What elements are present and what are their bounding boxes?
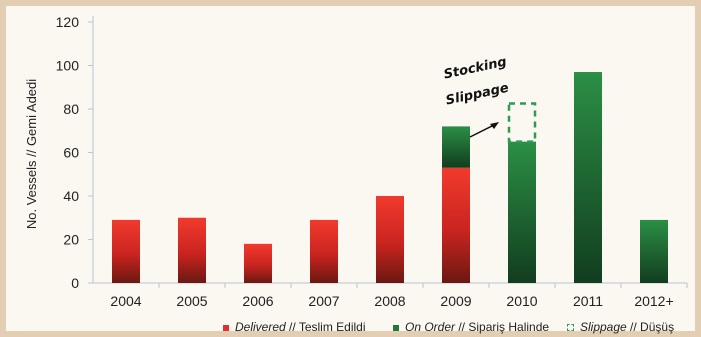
legend-swatch-delivered <box>223 325 229 331</box>
legend-item-delivered: Delivered // Teslim Edildi <box>223 320 366 334</box>
bar-delivered <box>442 168 470 283</box>
annotation: Stocking Slippage <box>442 55 510 137</box>
bar-delivered <box>112 220 140 283</box>
legend-item-on-order: On Order // Sipariş Halinde <box>393 320 549 334</box>
legend-swatch-slippage <box>567 324 574 331</box>
y-tick-label: 80 <box>63 101 79 117</box>
x-tick-label: 2012+ <box>634 293 673 309</box>
bar-on-order <box>574 72 602 283</box>
y-tick-label: 60 <box>63 145 79 161</box>
legend-text-on-order: // Sipariş Halinde <box>455 320 549 334</box>
bar-slippage <box>509 103 535 141</box>
annotation-line-2: Slippage <box>445 81 511 109</box>
bar-on-order <box>442 126 470 167</box>
y-tick-label: 40 <box>63 188 79 204</box>
x-tick-label: 2006 <box>242 293 273 309</box>
legend-label-slippage: Slippage <box>580 320 627 334</box>
x-tick-label: 2008 <box>374 293 405 309</box>
bar-on-order <box>508 142 536 283</box>
legend-label-delivered: Delivered <box>235 320 286 334</box>
x-tick-label: 2005 <box>176 293 207 309</box>
legend-text-slippage: // Düşüş <box>627 320 674 334</box>
bar-delivered <box>178 218 206 283</box>
y-tick-label: 100 <box>56 58 80 74</box>
bars <box>112 72 668 283</box>
y-tick-label: 0 <box>71 275 79 291</box>
legend-label-on-order: On Order <box>405 320 455 334</box>
bar-delivered <box>244 244 272 283</box>
bar-on-order <box>640 220 668 283</box>
x-tick-label: 2007 <box>308 293 339 309</box>
x-tick-label: 2004 <box>110 293 141 309</box>
legend-text-delivered: // Teslim Edildi <box>286 320 366 334</box>
x-tick-label: 2010 <box>506 293 537 309</box>
bar-delivered <box>376 196 404 283</box>
annotation-arrowhead <box>490 122 499 129</box>
x-tick-label: 2009 <box>440 293 471 309</box>
x-tick-label: 2011 <box>573 293 603 309</box>
y-axis-label: No. Vessels // Gemi Adedi <box>24 79 39 229</box>
bar-chart: No. Vessels // Gemi Adedi 0 20 40 60 80 100 12… <box>0 0 701 320</box>
legend: Delivered // Teslim Edildi On Order // S… <box>0 320 701 337</box>
annotation-line-1: Stocking <box>442 55 508 83</box>
y-tick-label: 120 <box>56 14 80 30</box>
bar-delivered <box>310 220 338 283</box>
legend-swatch-on-order <box>393 325 399 331</box>
legend-item-slippage: Slippage // Düşüş <box>567 320 674 334</box>
y-tick-label: 20 <box>63 232 79 248</box>
